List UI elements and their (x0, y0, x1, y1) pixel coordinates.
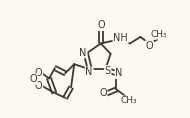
Text: N: N (79, 48, 87, 57)
Text: N: N (115, 68, 123, 78)
Text: N: N (86, 67, 93, 77)
Text: O: O (35, 81, 42, 91)
Text: CH₃: CH₃ (120, 96, 137, 105)
Text: O: O (97, 20, 105, 30)
Text: O: O (29, 74, 37, 84)
Text: O: O (35, 68, 42, 78)
Text: S: S (105, 66, 111, 76)
Text: NH: NH (113, 33, 128, 43)
Text: O: O (99, 88, 107, 98)
Text: O: O (146, 41, 153, 51)
Text: CH₃: CH₃ (150, 30, 167, 39)
